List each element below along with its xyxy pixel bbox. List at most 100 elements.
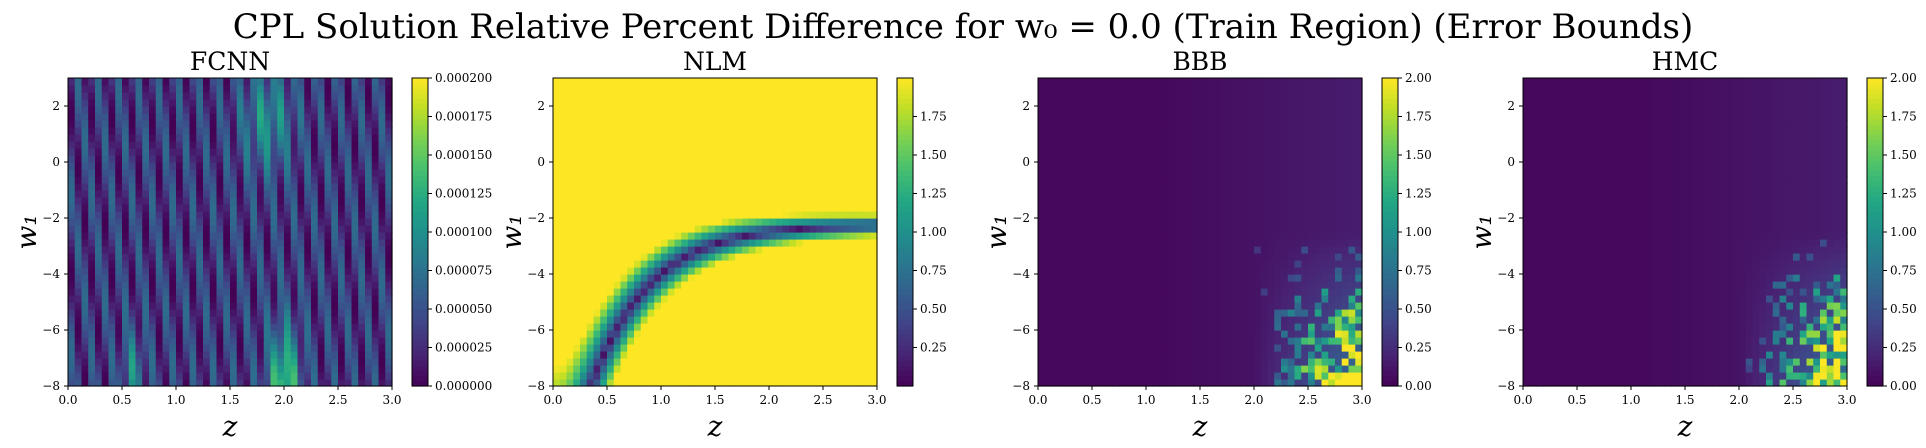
heatmap-cell xyxy=(802,337,811,345)
colorbar-segment xyxy=(897,298,913,305)
heatmap-cell xyxy=(721,239,730,247)
heatmap-cell xyxy=(829,155,838,163)
heatmap-cell xyxy=(762,141,770,149)
heatmap-cell xyxy=(688,218,696,226)
heatmap-cell xyxy=(667,162,676,170)
heatmap-cell xyxy=(236,218,245,226)
heatmap-cell xyxy=(681,78,689,86)
heatmap-cell xyxy=(1085,379,1093,387)
heatmap-cell xyxy=(209,372,218,380)
heatmap-cell xyxy=(850,295,858,303)
heatmap-cell xyxy=(559,274,568,282)
heatmap-cell xyxy=(378,239,386,247)
heatmap-cell xyxy=(613,78,622,86)
heatmap-cell xyxy=(553,134,561,142)
heatmap-cell xyxy=(1071,120,1080,128)
heatmap-cell xyxy=(1105,78,1113,86)
heatmap-cell xyxy=(775,176,784,184)
heatmap-cell xyxy=(742,330,750,338)
heatmap-cell xyxy=(856,113,865,121)
heatmap-cell xyxy=(580,204,588,212)
heatmap-cell xyxy=(681,232,689,240)
heatmap-cell xyxy=(169,337,177,345)
heatmap-cell xyxy=(782,204,790,212)
heatmap-cell xyxy=(748,197,757,205)
heatmap-cell xyxy=(135,120,143,128)
heatmap-cell xyxy=(1051,288,1059,296)
heatmap-cell xyxy=(796,323,804,331)
heatmap-cell xyxy=(1092,288,1100,296)
heatmap-cell xyxy=(68,106,76,114)
heatmap-cell xyxy=(796,302,804,310)
heatmap-cell xyxy=(809,148,817,156)
heatmap-cell xyxy=(169,323,177,331)
heatmap-cell xyxy=(1092,232,1100,240)
heatmap-cell xyxy=(344,92,353,100)
heatmap-cell xyxy=(600,141,608,149)
heatmap-cell xyxy=(802,330,811,338)
heatmap-cell xyxy=(290,344,299,352)
heatmap-cell xyxy=(681,190,689,198)
heatmap-cell xyxy=(101,92,110,100)
heatmap-cell xyxy=(856,232,865,240)
heatmap-cell xyxy=(715,225,723,233)
heatmap-cell xyxy=(620,162,628,170)
heatmap-cell xyxy=(782,246,790,254)
heatmap-cell xyxy=(358,106,366,114)
heatmap-cell xyxy=(1058,344,1066,352)
colorbar-segment xyxy=(897,221,913,228)
heatmap-cell xyxy=(593,295,601,303)
heatmap-cell xyxy=(850,162,858,170)
heatmap-cell xyxy=(101,274,110,282)
heatmap-cell xyxy=(1078,330,1086,338)
heatmap-cell xyxy=(290,141,299,149)
heatmap-cell xyxy=(338,365,346,373)
heatmap-cell xyxy=(142,162,150,170)
heatmap-cell xyxy=(1071,85,1080,93)
heatmap-cell xyxy=(1092,239,1100,247)
heatmap-cell xyxy=(344,288,353,296)
heatmap-cell xyxy=(236,295,245,303)
heatmap-cell xyxy=(338,344,346,352)
heatmap-cell xyxy=(1044,183,1053,191)
heatmap-cell xyxy=(620,169,628,177)
heatmap-cell xyxy=(647,190,655,198)
heatmap-cell xyxy=(870,323,878,331)
heatmap-cell xyxy=(654,197,662,205)
colorbar-segment xyxy=(897,149,913,156)
heatmap-cell xyxy=(149,134,157,142)
heatmap-cell xyxy=(593,351,601,359)
heatmap-cell xyxy=(311,246,319,254)
heatmap-cell xyxy=(257,85,265,93)
heatmap-cell xyxy=(81,239,89,247)
heatmap-cell xyxy=(1058,358,1066,366)
heatmap-cell xyxy=(196,78,204,86)
heatmap-cell xyxy=(108,85,116,93)
heatmap-cell xyxy=(755,253,763,261)
heatmap-cell xyxy=(351,85,359,93)
heatmap-cell xyxy=(270,316,278,324)
heatmap-cell xyxy=(863,365,871,373)
heatmap-cell xyxy=(593,288,601,296)
heatmap-cell xyxy=(829,176,838,184)
heatmap-cell xyxy=(317,176,326,184)
heatmap-cell xyxy=(694,225,703,233)
heatmap-cell xyxy=(634,330,642,338)
heatmap-cell xyxy=(176,162,184,170)
heatmap-cell xyxy=(681,134,689,142)
heatmap-cell xyxy=(196,260,204,268)
heatmap-cell xyxy=(277,211,285,219)
heatmap-cell xyxy=(1092,372,1100,380)
heatmap-cell xyxy=(182,120,191,128)
heatmap-cell xyxy=(667,379,676,387)
heatmap-cell xyxy=(257,155,265,163)
heatmap-cell xyxy=(358,246,366,254)
heatmap-cell xyxy=(243,197,251,205)
heatmap-cell xyxy=(620,302,628,310)
heatmap-cell xyxy=(816,239,824,247)
heatmap-cell xyxy=(640,225,649,233)
x-tick-label: 1.5 xyxy=(705,393,724,407)
heatmap-cell xyxy=(654,274,662,282)
heatmap-cell xyxy=(142,127,150,135)
heatmap-cell xyxy=(1078,316,1086,324)
